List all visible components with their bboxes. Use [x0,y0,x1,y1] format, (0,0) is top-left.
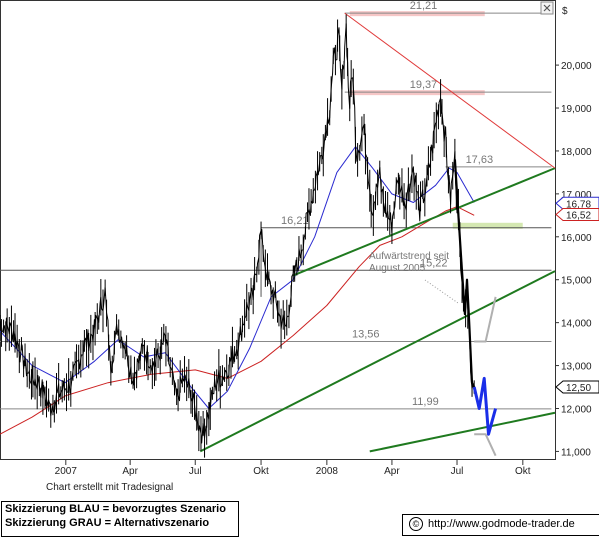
level-label: 19,37 [410,79,438,91]
x-tick-label: Okt [253,466,269,477]
trendline-green [369,411,556,453]
trendline-green [292,167,556,277]
y-tick-label: 20,000 [561,61,592,72]
price-marker: 12,50 [555,380,599,394]
y-tick-label: 11,000 [561,447,591,458]
legend-line-blue: Skizzierung BLAU = bevorzugtes Szenario [5,503,226,515]
y-tick-label: 18,000 [561,147,592,158]
x-tick-label: Okt [515,466,531,477]
scenario-grey-line-lower [474,433,497,457]
y-tick-label: 17,000 [561,190,592,201]
x-tick-label: Jul [189,466,202,477]
currency-label: $ [562,6,568,17]
annotation-text: Aufwärtstrend seit [369,251,449,262]
price-line [0,23,475,444]
plot-area: 11,000 12,000 13,000 14,000 15,000 16,000 17,0… [0,0,592,477]
source-url[interactable]: http://www.godmode-trader.de [428,518,575,530]
y-tick-label: 15,000 [561,276,592,287]
annotation-text: August 2005 [369,263,426,274]
price-marker-label: 16,52 [566,210,591,221]
price-marker-box [555,207,599,221]
level-label: 11,99 [412,396,439,408]
support-zone [452,222,523,229]
trendline-green [199,270,556,453]
x-tick-label: 2007 [55,466,78,477]
price-marker-label: 12,50 [566,383,591,394]
trendline-red [344,12,556,169]
close-icon[interactable] [540,1,554,15]
level-label: 16,21 [281,215,309,227]
x-tick-label: 2008 [316,466,339,477]
annotation-leader [424,279,459,304]
level-label: 15,22 [420,257,448,269]
x-tick-label: Jul [451,466,464,477]
legend-line-grey: Skizzierung GRAU = Alternativszenario [5,517,210,529]
scenario-grey-line-upper [474,296,497,343]
x-tick-label: Apr [384,466,400,477]
y-tick-label: 16,000 [561,233,592,244]
price-marker: 16,52 [555,207,599,221]
level-label: 17,63 [466,154,494,166]
y-tick-label: 19,000 [561,104,592,115]
price-marker-label: 16,78 [566,199,591,210]
y-tick-label: 12,000 [561,404,592,415]
copyright-icon: © [409,517,423,532]
level-label: 13,56 [352,329,380,341]
y-tick-label: 13,000 [561,362,592,373]
price-marker-box [555,196,599,210]
price-crash-line [453,159,476,388]
source-credit: © http://www.godmode-trader.de [402,514,599,536]
x-tick-label: Apr [122,466,138,477]
price-marker: 16,78 [555,196,599,210]
scenario-legend: Skizzierung BLAU = bevorzugtes Szenario … [1,501,239,537]
sma-blue-line [0,146,475,409]
scenario-blue-line [472,376,498,436]
price-marker-box [555,380,599,394]
plot-frame [0,0,556,460]
chart-credit: Chart erstellt mit Tradesignal [46,482,173,493]
y-tick-label: 14,000 [561,319,592,330]
level-label: 21,21 [410,0,438,12]
